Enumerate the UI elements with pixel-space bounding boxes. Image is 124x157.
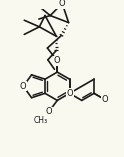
Text: O: O [46,107,52,116]
Text: O: O [20,82,27,91]
Text: O: O [54,56,61,65]
Text: O: O [102,95,108,104]
Text: O: O [59,0,66,8]
Text: CH₃: CH₃ [34,116,48,125]
Text: O: O [66,89,73,98]
